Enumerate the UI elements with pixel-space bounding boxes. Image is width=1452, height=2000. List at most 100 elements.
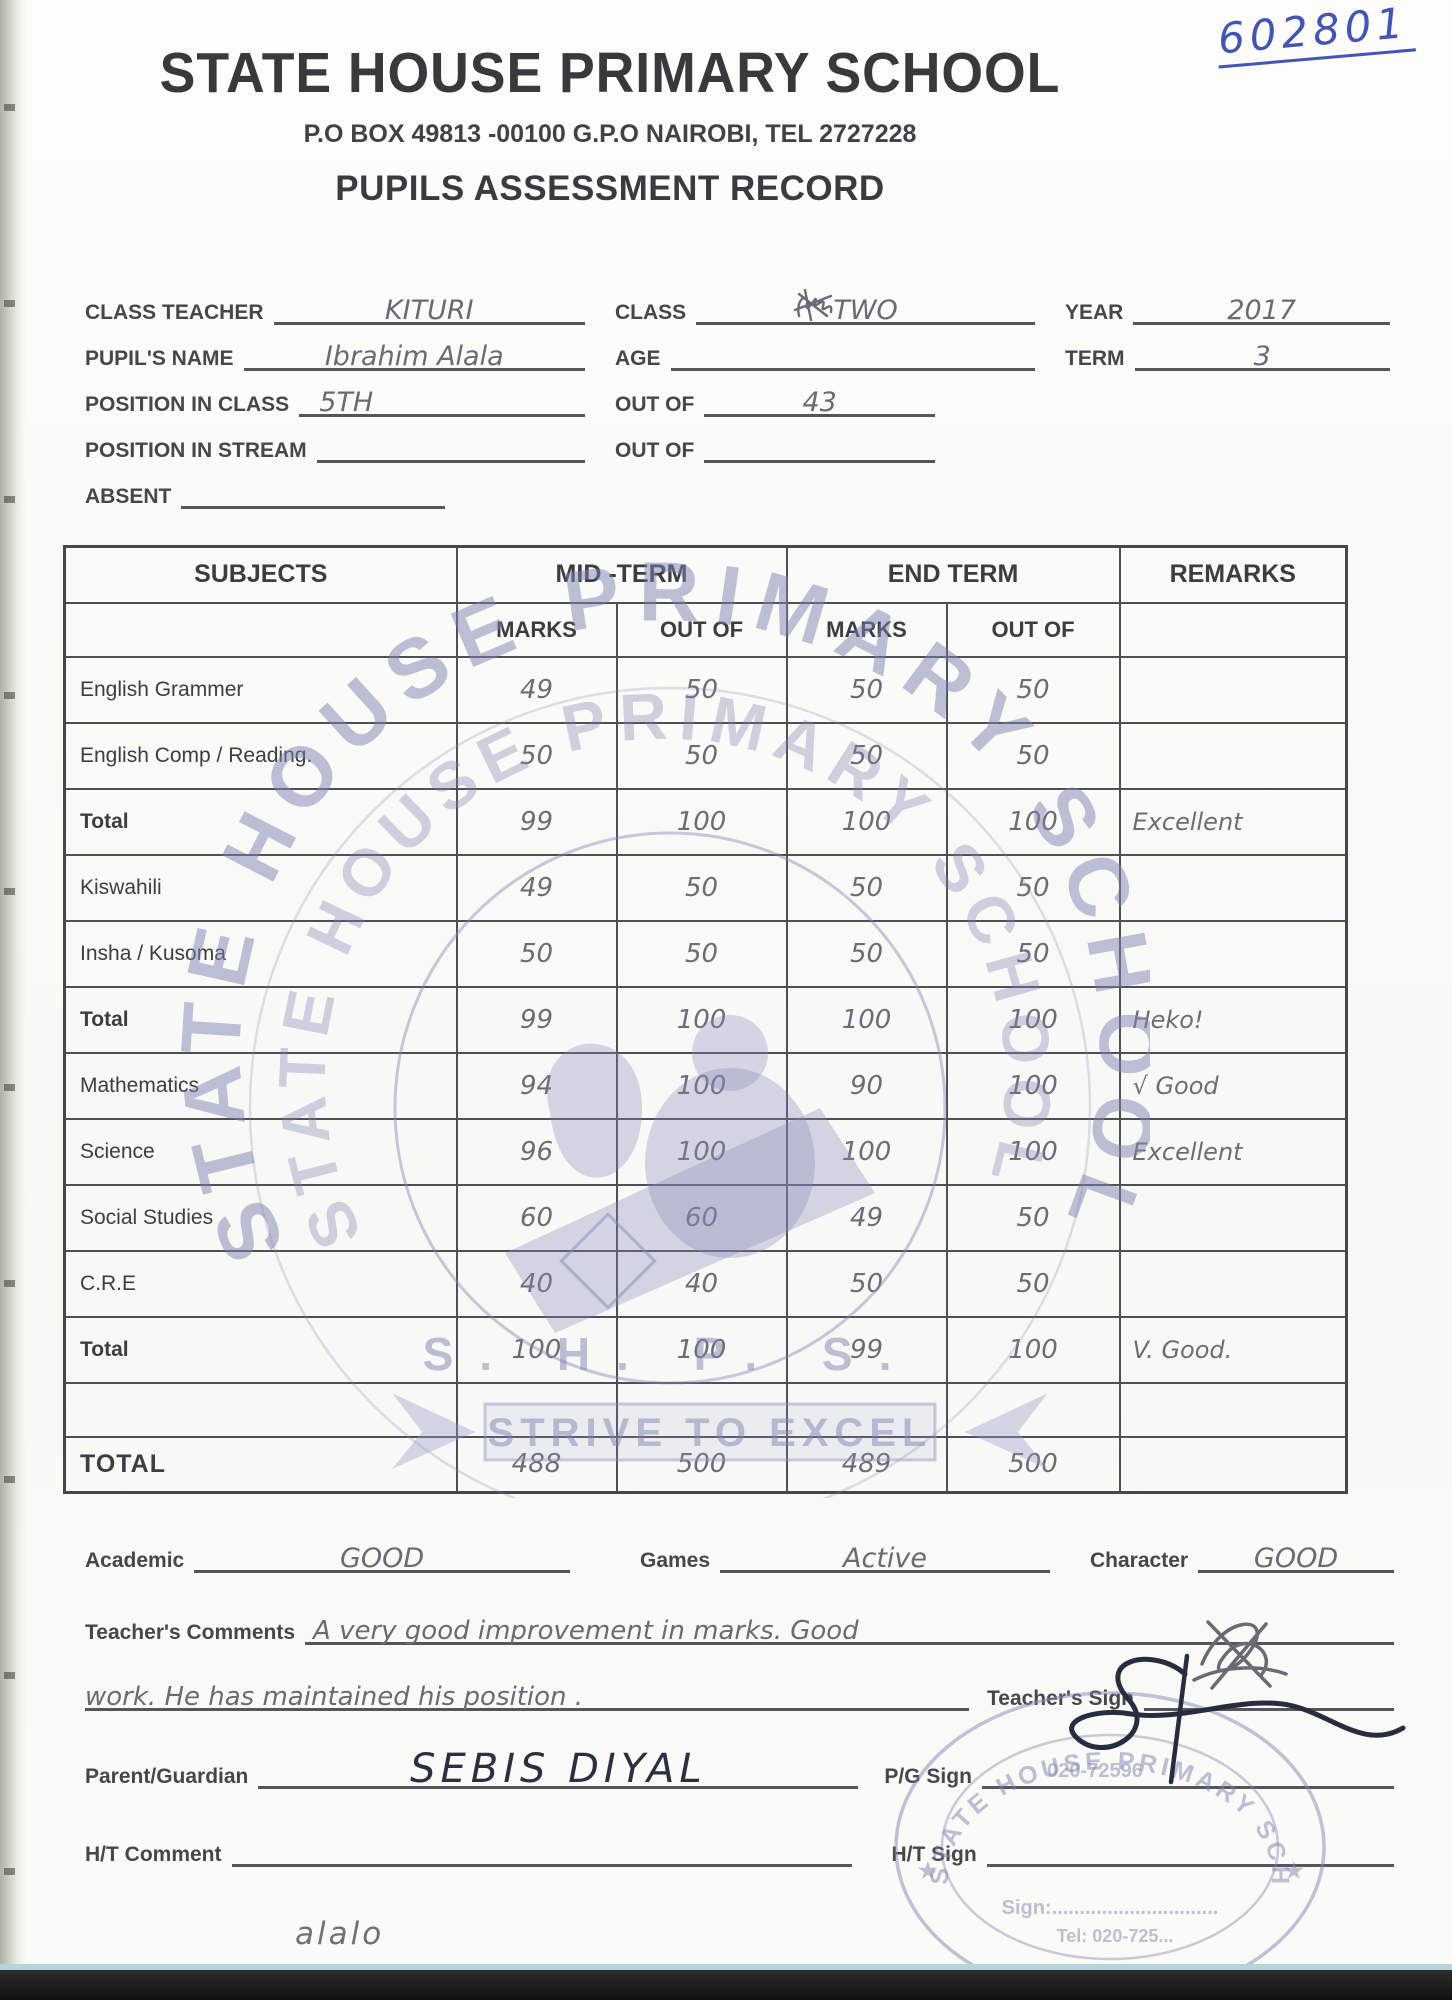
academic-label: Academic <box>85 1549 185 1572</box>
position-class-label: POSITION IN CLASS <box>85 393 290 416</box>
ht-comment-label: H/T Comment <box>85 1843 222 1866</box>
out-of-stream-field: OUT OF <box>615 430 935 463</box>
age-line <box>670 338 1035 371</box>
table-row: Science 96 100 100 100 Excellent <box>63 1117 1348 1186</box>
out-of-stream-label: OUT OF <box>615 439 695 462</box>
parent-guardian-line: SEBIS DIYAL <box>258 1746 859 1792</box>
position-stream-label: POSITION IN STREAM <box>85 439 307 462</box>
age-label: AGE <box>615 347 661 370</box>
pupil-name-line: Ibrahim Alala <box>243 338 585 372</box>
table-row: Mathematics 94 100 90 100 √ Good <box>63 1051 1348 1120</box>
mid-outof-cell <box>615 1381 788 1438</box>
table-row: Insha / Kusoma 50 50 50 50 <box>63 919 1348 988</box>
teacher-comments-text1: A very good improvement in marks. Good <box>313 1616 859 1646</box>
subject-cell: Science <box>63 1117 458 1186</box>
end-outof-cell: 50 <box>945 721 1121 790</box>
end-marks-cell: 50 <box>785 655 948 724</box>
mid-marks-cell: 99 <box>455 985 618 1054</box>
info-row-1: CLASS TEACHER KITURI CLASS TWO YEAR 2017 <box>85 288 1390 326</box>
year-line: 2017 <box>1133 292 1390 326</box>
term-field: TERM 3 <box>1065 338 1390 372</box>
out-of-class-value: 43 <box>802 387 837 418</box>
mid-marks-cell: 49 <box>455 853 618 922</box>
end-outof-cell: 50 <box>945 1183 1121 1252</box>
remark-cell <box>1118 853 1348 922</box>
table-row: Total 99 100 100 100 Heko! <box>63 985 1348 1054</box>
out-of-stream-line <box>704 430 935 463</box>
table-subheader-row: MARKS OUT OF MARKS OUT OF <box>63 601 1348 658</box>
mid-outof-cell: 100 <box>615 985 788 1054</box>
serial-number: 602801 <box>1213 0 1416 69</box>
oval-stamp-sign-line: Sign:.............................. <box>1002 1897 1219 1919</box>
character-label: Character <box>1090 1549 1189 1572</box>
remarks-header: REMARKS <box>1118 545 1348 604</box>
mid-outof-cell: 100 <box>615 1051 788 1120</box>
term-value: 3 <box>1253 341 1271 372</box>
end-outof-cell: 500 <box>945 1435 1121 1494</box>
school-name: STATE HOUSE PRIMARY SCHOOL <box>159 41 1061 105</box>
academic-line: GOOD <box>194 1540 570 1574</box>
subject-cell: English Comp / Reading. <box>63 721 458 790</box>
remark-cell <box>1118 1381 1348 1438</box>
table-row: C.R.E 40 40 50 50 <box>63 1249 1348 1318</box>
parent-guardian-value: SEBIS DIYAL <box>410 1746 707 1792</box>
mid-outof-cell: 50 <box>615 721 788 790</box>
out-of-class-field: OUT OF 43 <box>615 384 935 418</box>
scan-bottom-edge <box>0 1964 1452 2000</box>
games-field: Games Active <box>640 1540 1050 1574</box>
term-line: 3 <box>1134 338 1390 372</box>
pupil-name-label: PUPIL'S NAME <box>85 347 234 370</box>
class-teacher-field: CLASS TEACHER KITURI <box>85 292 585 326</box>
teacher-comments-label: Teacher's Comments <box>85 1621 296 1644</box>
remark-cell: Excellent <box>1118 1117 1348 1186</box>
mid-outof-cell: 60 <box>615 1183 788 1252</box>
remark-cell: Heko! <box>1118 985 1348 1054</box>
mid-marks-cell: 60 <box>455 1183 618 1252</box>
pg-sign-label: P/G Sign <box>884 1765 972 1788</box>
parent-guardian-row: Parent/Guardian SEBIS DIYAL P/G Sign <box>85 1746 1394 1792</box>
table-row: Total 100 100 99 100 V. Good. <box>63 1315 1348 1384</box>
position-stream-line <box>316 430 585 463</box>
remark-cell <box>1118 1249 1348 1318</box>
ht-sign-label: H/T Sign <box>891 1843 977 1866</box>
remarks-subheader-empty <box>1118 601 1348 658</box>
end-outof-cell: 100 <box>945 1117 1121 1186</box>
mid-outof-cell: 50 <box>615 853 788 922</box>
mid-marks-cell <box>455 1381 618 1438</box>
table-row: Total 99 100 100 100 Excellent <box>63 787 1348 856</box>
mid-marks-cell: 99 <box>455 787 618 856</box>
subject-cell: Kiswahili <box>63 853 458 922</box>
info-row-3: POSITION IN CLASS 5TH OUT OF 43 <box>85 384 1390 418</box>
end-marks-cell: 50 <box>785 721 948 790</box>
position-class-value: 5TH <box>319 387 374 418</box>
class-field: CLASS TWO <box>615 288 1035 326</box>
end-marks-cell: 99 <box>785 1315 948 1384</box>
absent-line <box>181 476 445 509</box>
end-term-header: END TERM <box>785 545 1121 604</box>
class-scratch-out-mark <box>793 288 833 322</box>
mid-marks-cell: 50 <box>455 721 618 790</box>
end-marks-cell: 50 <box>785 1249 948 1318</box>
mid-outof-cell: 50 <box>615 655 788 724</box>
subject-cell: Total <box>63 1315 458 1384</box>
end-outof-cell <box>945 1381 1121 1438</box>
end-marks-cell: 100 <box>785 985 948 1054</box>
remark-cell <box>1118 1435 1348 1494</box>
mid-marks-cell: 94 <box>455 1051 618 1120</box>
character-field: Character GOOD <box>1090 1540 1394 1574</box>
class-teacher-value: KITURI <box>384 295 474 326</box>
age-field: AGE <box>615 338 1035 371</box>
ht-sign-line <box>986 1834 1394 1867</box>
oval-stamp-tel-line: Tel: 020-725... <box>1057 1926 1174 1946</box>
end-marks-cell: 100 <box>785 1117 948 1186</box>
position-stream-field: POSITION IN STREAM <box>85 430 585 463</box>
end-marks-cell: 489 <box>785 1435 948 1494</box>
year-field: YEAR 2017 <box>1065 292 1390 326</box>
table-row: Kiswahili 49 50 50 50 <box>63 853 1348 922</box>
partial-handwriting: alalo <box>295 1916 385 1952</box>
table-header-row: SUBJECTS MID -TERM END TERM REMARKS <box>63 545 1348 604</box>
document-title: PUPILS ASSESSMENT RECORD <box>335 169 885 208</box>
mid-term-header: MID -TERM <box>455 545 788 604</box>
remark-cell <box>1118 721 1348 790</box>
ht-comment-row: H/T Comment H/T Sign <box>85 1834 1394 1867</box>
